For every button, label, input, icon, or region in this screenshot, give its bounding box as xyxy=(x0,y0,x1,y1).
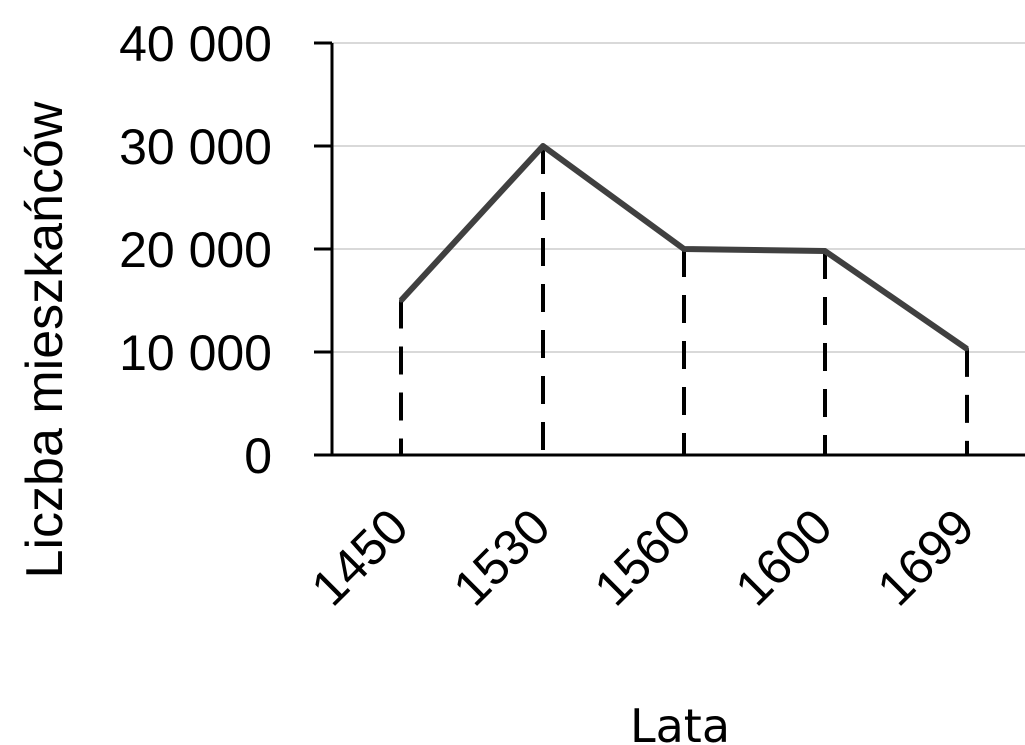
data-point xyxy=(541,144,545,148)
data-point xyxy=(682,247,686,251)
x-tick-label: 1560 xyxy=(584,498,702,616)
drop-lines xyxy=(399,146,969,455)
y-tick-label: 0 xyxy=(244,428,272,484)
y-tick-label: 20 000 xyxy=(119,222,272,278)
x-tick-label: 1450 xyxy=(301,498,419,616)
y-tick-label: 40 000 xyxy=(119,16,272,72)
y-tick-label: 30 000 xyxy=(119,119,272,175)
y-axis-label: Liczba mieszkańców xyxy=(16,101,74,578)
x-tick-label: 1530 xyxy=(443,498,561,616)
x-axis-label: Lata xyxy=(630,699,730,745)
series-group xyxy=(398,143,969,352)
x-tick-label: 1699 xyxy=(867,498,985,616)
y-tick-label: 10 000 xyxy=(119,325,272,381)
x-tick-labels: 1450 1530 1560 1600 1699 xyxy=(301,498,985,616)
gridlines xyxy=(332,42,1025,353)
data-point xyxy=(823,249,827,254)
axes xyxy=(314,41,1025,457)
data-point xyxy=(965,346,969,351)
y-tick-labels: 0 10 000 20 000 30 000 40 000 xyxy=(119,16,272,484)
data-point xyxy=(399,298,403,303)
x-tick-label: 1600 xyxy=(725,498,843,616)
